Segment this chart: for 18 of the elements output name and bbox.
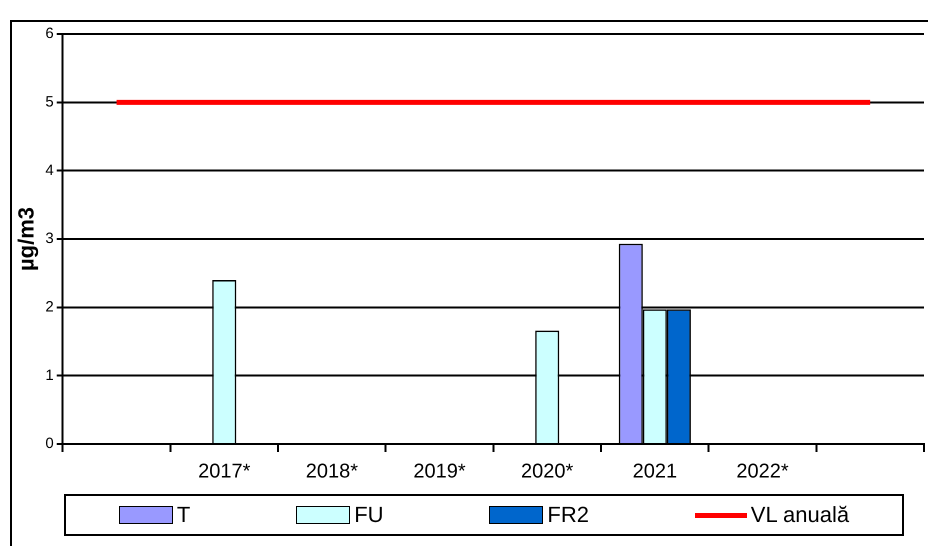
- x-tick-label: 2021: [632, 460, 678, 483]
- legend-label: VL anuală: [750, 502, 850, 528]
- x-tick-label: 2017*: [198, 460, 251, 483]
- y-tick-label: 1: [45, 366, 54, 384]
- y-axis-title: µg/m3: [13, 206, 38, 272]
- y-tick-label: 4: [45, 162, 54, 179]
- y-tick-label: 0: [45, 435, 54, 452]
- x-tick-label: 2020*: [521, 460, 574, 483]
- y-tick-label: 2: [45, 298, 54, 316]
- y-tick-label: 3: [45, 230, 54, 248]
- x-tick-label: 2019*: [413, 460, 466, 483]
- y-tick-label: 6: [45, 25, 54, 42]
- legend-label: FU: [354, 502, 384, 528]
- x-tick-label: 2018*: [306, 460, 358, 483]
- legend-label: T: [176, 502, 190, 528]
- x-tick-label: 2022*: [736, 460, 789, 483]
- legend-label: FR2: [547, 502, 589, 528]
- y-tick-label: 5: [45, 93, 54, 110]
